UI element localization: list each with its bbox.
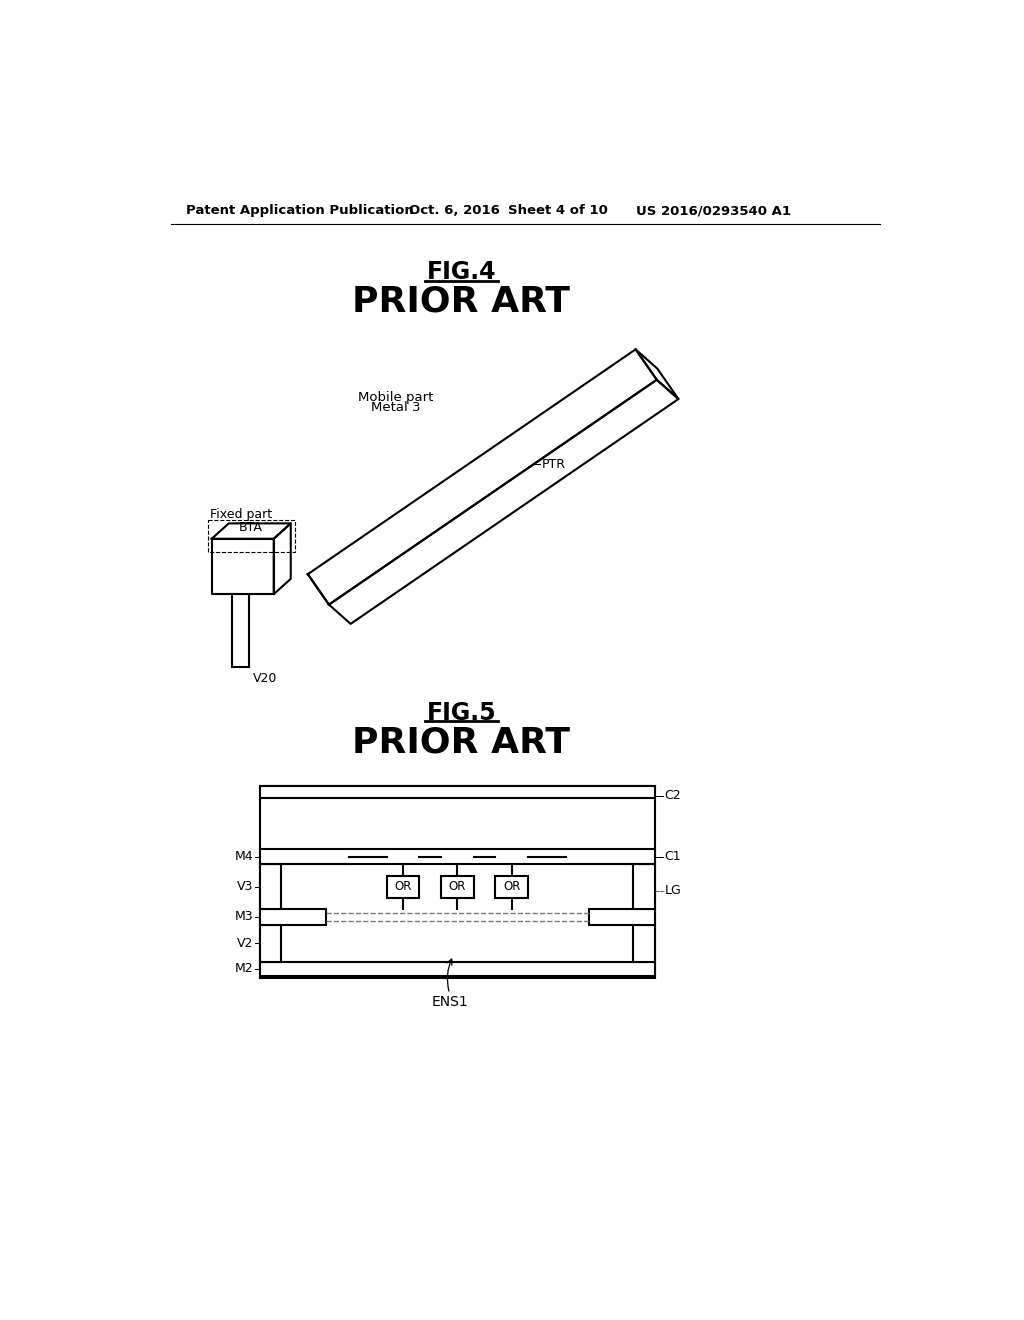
Text: OR: OR: [449, 880, 466, 894]
Text: V3: V3: [238, 880, 254, 894]
Text: OR: OR: [503, 880, 520, 894]
Text: Patent Application Publication: Patent Application Publication: [186, 205, 414, 218]
Text: ENS1: ENS1: [431, 994, 468, 1008]
Bar: [260, 865, 282, 909]
Bar: [260, 909, 326, 924]
Text: V20: V20: [253, 672, 278, 685]
Text: Fixed part: Fixed part: [210, 508, 272, 520]
Text: Metal 3: Metal 3: [371, 400, 420, 413]
Bar: [589, 909, 655, 924]
Bar: [387, 876, 420, 898]
Text: OR: OR: [394, 880, 412, 894]
Text: C2: C2: [665, 789, 681, 803]
Text: M2: M2: [234, 962, 254, 975]
Text: M4: M4: [234, 850, 254, 863]
Bar: [496, 876, 528, 898]
Text: FIG.4: FIG.4: [427, 260, 496, 284]
Text: Oct. 6, 2016: Oct. 6, 2016: [410, 205, 500, 218]
Bar: [633, 924, 655, 961]
Bar: [441, 876, 474, 898]
Text: Sheet 4 of 10: Sheet 4 of 10: [508, 205, 607, 218]
Text: FIG.5: FIG.5: [426, 701, 496, 725]
Bar: [260, 785, 655, 978]
Text: C1: C1: [665, 850, 681, 863]
Text: M3: M3: [234, 911, 254, 924]
Text: LG: LG: [665, 884, 681, 898]
Text: Mobile part: Mobile part: [357, 391, 433, 404]
Text: PRIOR ART: PRIOR ART: [352, 285, 570, 318]
Text: PRIOR ART: PRIOR ART: [352, 725, 570, 759]
Bar: [260, 849, 655, 865]
Bar: [260, 924, 282, 961]
Bar: [633, 865, 655, 909]
Bar: [260, 961, 655, 977]
Text: PTR: PTR: [542, 458, 566, 471]
Text: BTA: BTA: [239, 520, 262, 533]
Text: V2: V2: [238, 936, 254, 949]
Text: US 2016/0293540 A1: US 2016/0293540 A1: [636, 205, 791, 218]
Bar: [260, 785, 655, 797]
